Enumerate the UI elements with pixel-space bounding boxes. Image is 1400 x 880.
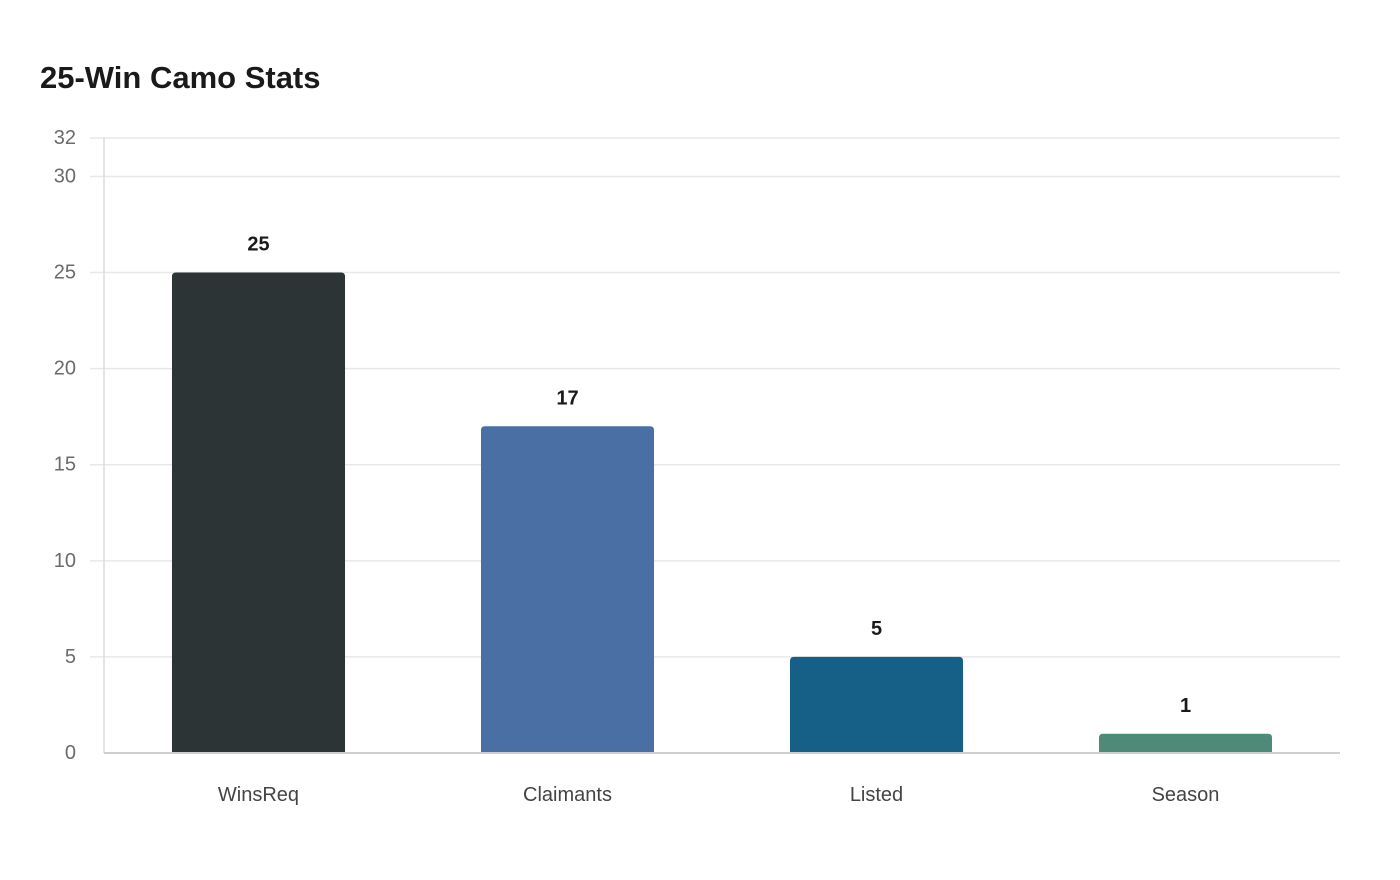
x-tick-label: Listed xyxy=(850,784,903,806)
bar-winsreq xyxy=(171,272,346,753)
bar-claimants xyxy=(480,426,655,753)
x-tick-label: Claimants xyxy=(523,784,612,806)
data-label: 1 xyxy=(1180,695,1191,717)
data-label: 17 xyxy=(556,387,578,409)
y-tick-label: 30 xyxy=(54,165,76,187)
y-tick-label: 32 xyxy=(54,127,76,149)
chart-title: 25-Win Camo Stats xyxy=(40,60,321,95)
y-tick-label: 5 xyxy=(65,646,76,668)
bars xyxy=(171,272,1273,753)
x-tick-label: WinsReq xyxy=(218,784,299,806)
x-tick-label: Season xyxy=(1152,784,1220,806)
y-tick-label: 25 xyxy=(54,262,76,284)
y-tick-label: 15 xyxy=(54,454,76,476)
y-tick-label: 10 xyxy=(54,550,76,572)
bar-listed xyxy=(789,656,964,753)
bar-season xyxy=(1098,733,1273,753)
axes xyxy=(103,138,1340,754)
y-tick-label: 0 xyxy=(65,742,76,764)
labels: 0 5 10 15 20 25 30 32 25 WinsReq 17 Claimants 5 Liste… xyxy=(54,127,1220,806)
y-tick-label: 20 xyxy=(54,358,76,380)
data-label: 25 xyxy=(247,234,269,256)
data-label: 5 xyxy=(871,618,882,640)
